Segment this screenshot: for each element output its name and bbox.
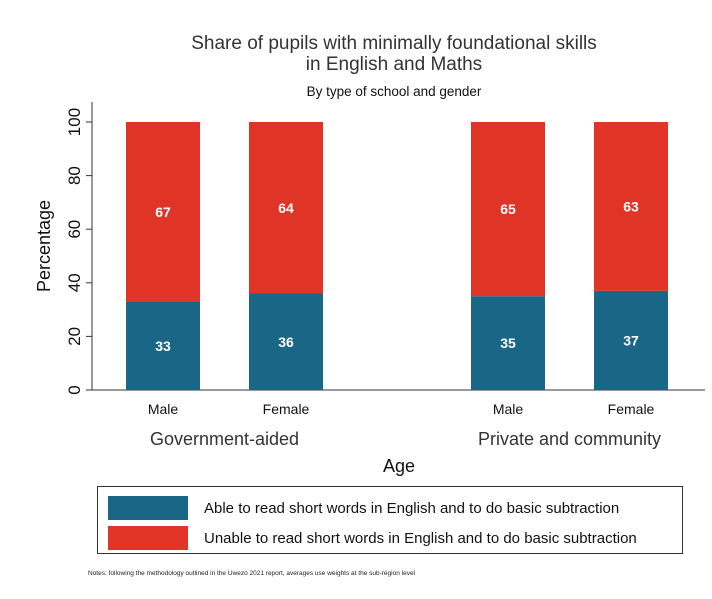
bar-able — [471, 296, 545, 390]
bar-value-label: 37 — [623, 332, 639, 348]
legend-item-able: Able to read short words in English and … — [108, 496, 619, 520]
bar-value-label: 64 — [278, 200, 294, 216]
y-tick-label: 100 — [65, 108, 84, 136]
bar-value-label: 65 — [500, 201, 516, 217]
y-tick-label: 40 — [65, 273, 84, 292]
x-tick-label: Male — [148, 401, 179, 417]
legend: Able to read short words in English and … — [97, 486, 683, 554]
bar-value-label: 35 — [500, 335, 516, 351]
y-tick-label: 0 — [65, 385, 84, 394]
x-tick-label: Female — [608, 401, 655, 417]
bar-able — [126, 301, 200, 390]
notes-text: Notes: following the methodology outline… — [88, 570, 416, 577]
y-tick-label: 60 — [65, 220, 84, 239]
y-axis-label: Percentage — [34, 200, 54, 292]
x-tick-label: Female — [263, 401, 310, 417]
group-label: Government-aided — [150, 429, 299, 449]
chart-subtitle: By type of school and gender — [307, 84, 482, 99]
group-label: Private and community — [478, 429, 661, 449]
legend-item-unable: Unable to read short words in English an… — [108, 526, 637, 550]
legend-swatch-unable — [108, 526, 188, 550]
legend-swatch-able — [108, 496, 188, 520]
legend-label-able: Able to read short words in English and … — [204, 499, 620, 517]
bar-unable — [594, 122, 668, 291]
bar-value-label: 33 — [155, 338, 171, 354]
bar-able — [249, 293, 323, 390]
bar-able — [594, 290, 668, 390]
bar-unable — [126, 122, 200, 302]
bar-unable — [249, 122, 323, 294]
chart-title: Share of pupils with minimally foundatio… — [191, 33, 597, 54]
y-tick-label: 20 — [65, 327, 84, 346]
bar-unable — [471, 122, 545, 297]
legend-label-unable: Unable to read short words in English an… — [204, 529, 637, 547]
y-tick-label: 80 — [65, 166, 84, 185]
x-axis-label: Age — [383, 456, 415, 476]
x-tick-label: Male — [493, 401, 524, 417]
bar-value-label: 63 — [623, 198, 639, 214]
bar-value-label: 36 — [278, 334, 294, 350]
bar-value-label: 67 — [155, 204, 171, 220]
chart-title-line2: in English and Maths — [306, 54, 482, 75]
